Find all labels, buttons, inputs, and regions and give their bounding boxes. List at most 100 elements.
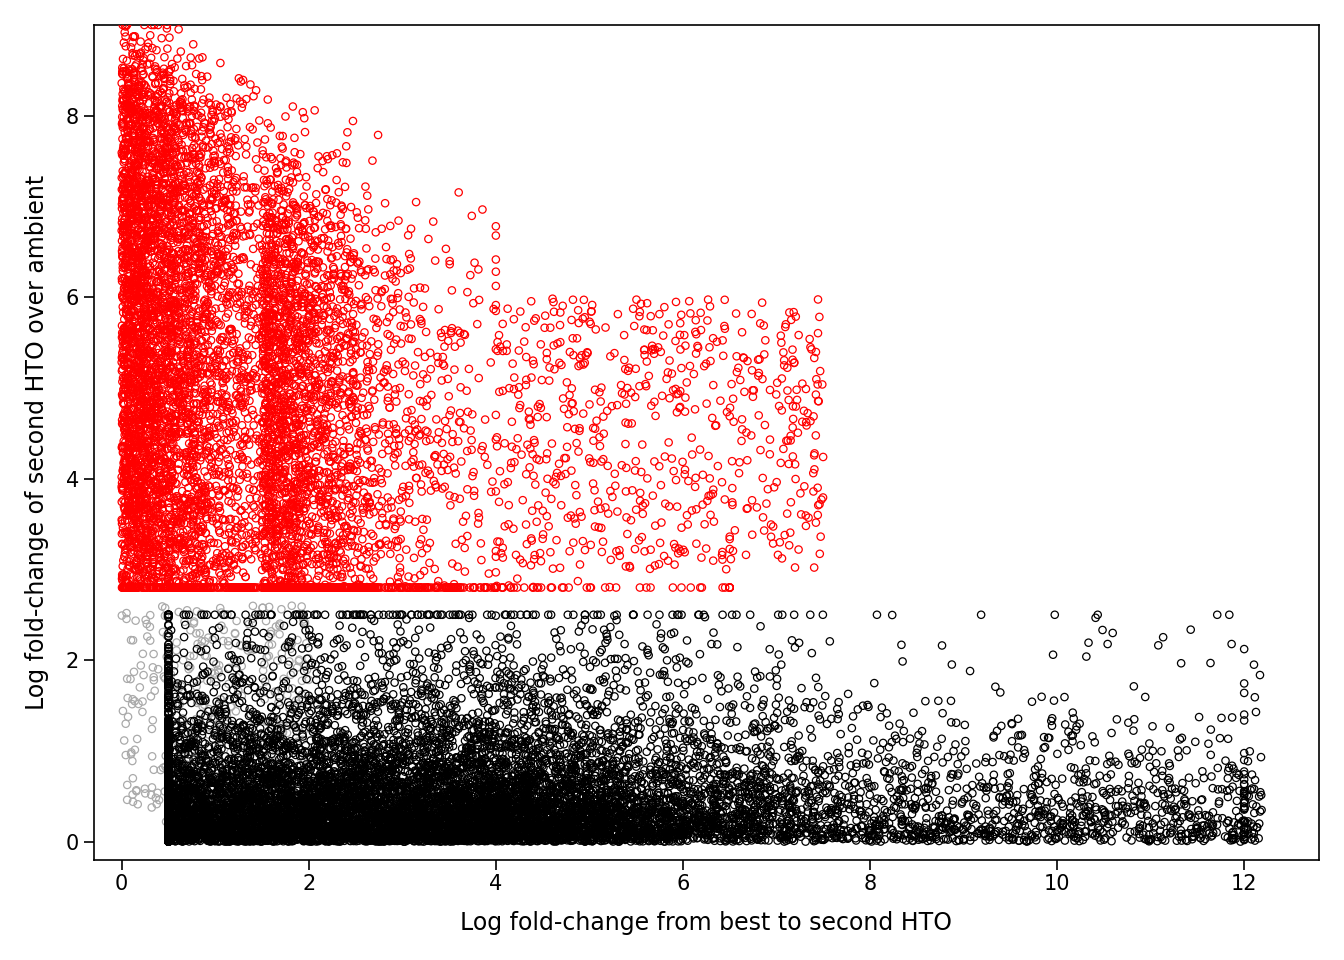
Point [117,324,138,339]
Point [952,796,973,811]
Point [179,371,200,386]
Point [469,729,491,744]
Point [210,824,231,839]
Point [661,607,683,622]
Point [293,400,314,416]
Point [249,831,270,847]
Point [165,298,187,313]
Point [325,173,347,188]
Point [441,830,462,846]
Point [644,454,665,469]
Point [542,821,563,836]
Point [784,607,805,622]
Point [523,819,544,834]
Point [157,332,179,348]
Point [138,228,160,244]
Point [380,698,402,713]
Point [183,730,204,745]
Point [258,770,280,785]
Point [577,746,598,761]
Point [208,714,230,730]
Point [181,789,203,804]
Point [523,607,544,622]
Point [114,176,136,191]
Point [263,754,285,769]
Point [559,784,581,800]
Point [157,826,179,841]
Point [856,697,878,712]
Point [407,767,429,782]
Point [180,695,202,710]
Point [1236,787,1258,803]
Point [238,823,259,838]
Point [603,678,625,693]
Point [828,707,849,722]
Point [255,827,277,842]
Point [337,266,359,281]
Point [261,727,282,742]
Point [145,420,167,435]
Point [383,766,405,781]
Point [696,731,718,746]
Point [181,568,203,584]
Point [444,580,465,595]
Point [280,555,301,570]
Point [410,789,431,804]
Point [271,580,293,595]
Point [473,762,495,778]
Point [340,254,362,270]
Point [439,256,461,272]
Point [344,751,366,766]
Point [280,369,301,384]
Point [907,750,929,765]
Point [672,722,694,737]
Point [271,372,293,388]
Point [487,806,508,822]
Point [616,791,637,806]
Point [293,323,314,338]
Point [349,423,371,439]
Point [419,765,441,780]
Point [425,811,446,827]
Point [562,824,583,839]
Point [641,338,663,353]
Point [246,369,267,384]
Point [328,789,349,804]
Point [985,679,1007,694]
Point [179,452,200,468]
Point [175,190,196,205]
Point [770,816,792,831]
Point [124,277,145,293]
Point [185,810,207,826]
Point [398,824,419,839]
Point [126,245,148,260]
Point [281,777,302,792]
Point [343,334,364,349]
Point [254,420,276,436]
Point [128,347,149,362]
Point [1159,775,1180,790]
Point [198,574,219,589]
Point [141,273,163,288]
Point [1234,801,1255,816]
Point [632,638,653,654]
Point [575,792,597,807]
Point [343,494,364,510]
Point [148,116,169,132]
Point [703,798,724,813]
Point [948,832,969,848]
Point [277,797,298,812]
Point [181,816,203,831]
Point [746,670,767,685]
Point [157,825,179,840]
Point [164,119,185,134]
Point [278,764,300,780]
Point [118,333,140,348]
Point [1036,818,1058,833]
Point [481,718,503,733]
Point [856,797,878,812]
Point [262,380,284,396]
Point [157,814,179,829]
Point [585,792,606,807]
Point [227,266,249,281]
